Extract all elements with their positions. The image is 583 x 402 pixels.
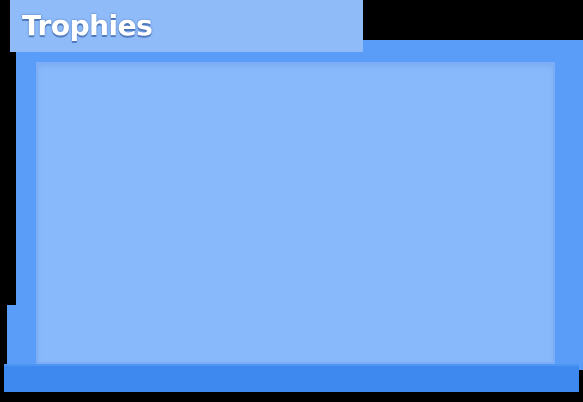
page-title: Trophies <box>22 9 153 42</box>
panel-base <box>4 364 579 392</box>
panel-base-highlight <box>4 364 579 366</box>
panel-side-strip <box>7 305 16 365</box>
trophies-content-area[interactable] <box>36 62 555 364</box>
trophies-tab[interactable]: Trophies <box>10 0 363 52</box>
